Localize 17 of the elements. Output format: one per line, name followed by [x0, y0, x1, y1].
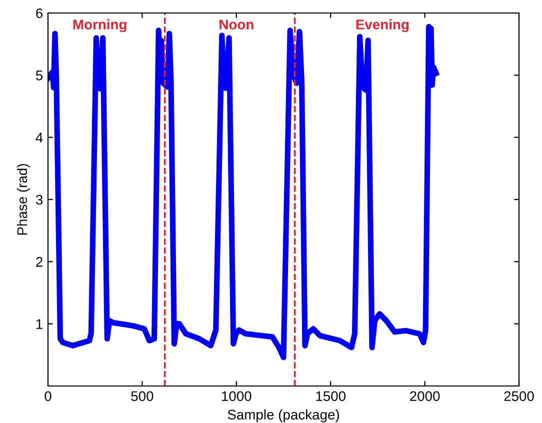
x-tick-label: 1500	[316, 391, 346, 402]
y-tick-label: 2	[36, 257, 42, 267]
x-tick-label: 1000	[222, 391, 252, 402]
y-tick-label: 5	[36, 70, 43, 80]
x-axis-title: Sample (package)	[228, 409, 339, 422]
x-tick-label: 2500	[504, 391, 534, 402]
x-tick-label: 0	[44, 391, 52, 402]
annotation: Evening	[356, 19, 408, 32]
x-tick-label: 500	[131, 391, 154, 402]
y-tick-label: 3	[36, 194, 43, 205]
x-tick-label: 2000	[410, 391, 440, 402]
y-tick-label: 6	[36, 8, 43, 18]
y-tick-label: 4	[36, 132, 43, 142]
y-tick-label: 1	[36, 319, 42, 329]
annotation: Noon	[220, 20, 254, 30]
annotation: Morning	[73, 19, 126, 32]
y-axis-title: Phase (rad)	[16, 164, 30, 235]
